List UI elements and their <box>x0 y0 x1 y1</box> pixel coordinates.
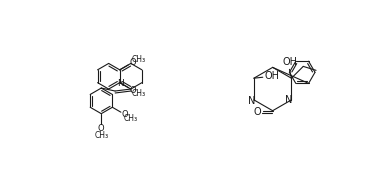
Text: O: O <box>129 86 136 95</box>
Text: OH: OH <box>264 71 279 81</box>
Text: N: N <box>117 79 124 88</box>
Text: N: N <box>248 96 256 106</box>
Text: O: O <box>129 58 136 67</box>
Text: O: O <box>98 124 105 133</box>
Text: O: O <box>122 110 128 119</box>
Text: N: N <box>285 95 292 105</box>
Text: CH₃: CH₃ <box>94 131 108 140</box>
Text: CH₃: CH₃ <box>124 114 138 123</box>
Text: CH₃: CH₃ <box>131 89 145 98</box>
Text: CH₃: CH₃ <box>131 54 145 63</box>
Text: OH: OH <box>283 57 298 68</box>
Text: O: O <box>253 107 261 117</box>
